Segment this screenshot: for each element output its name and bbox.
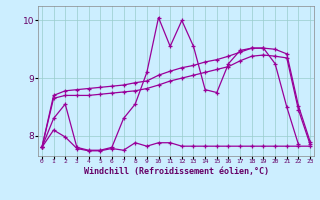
- X-axis label: Windchill (Refroidissement éolien,°C): Windchill (Refroidissement éolien,°C): [84, 167, 268, 176]
